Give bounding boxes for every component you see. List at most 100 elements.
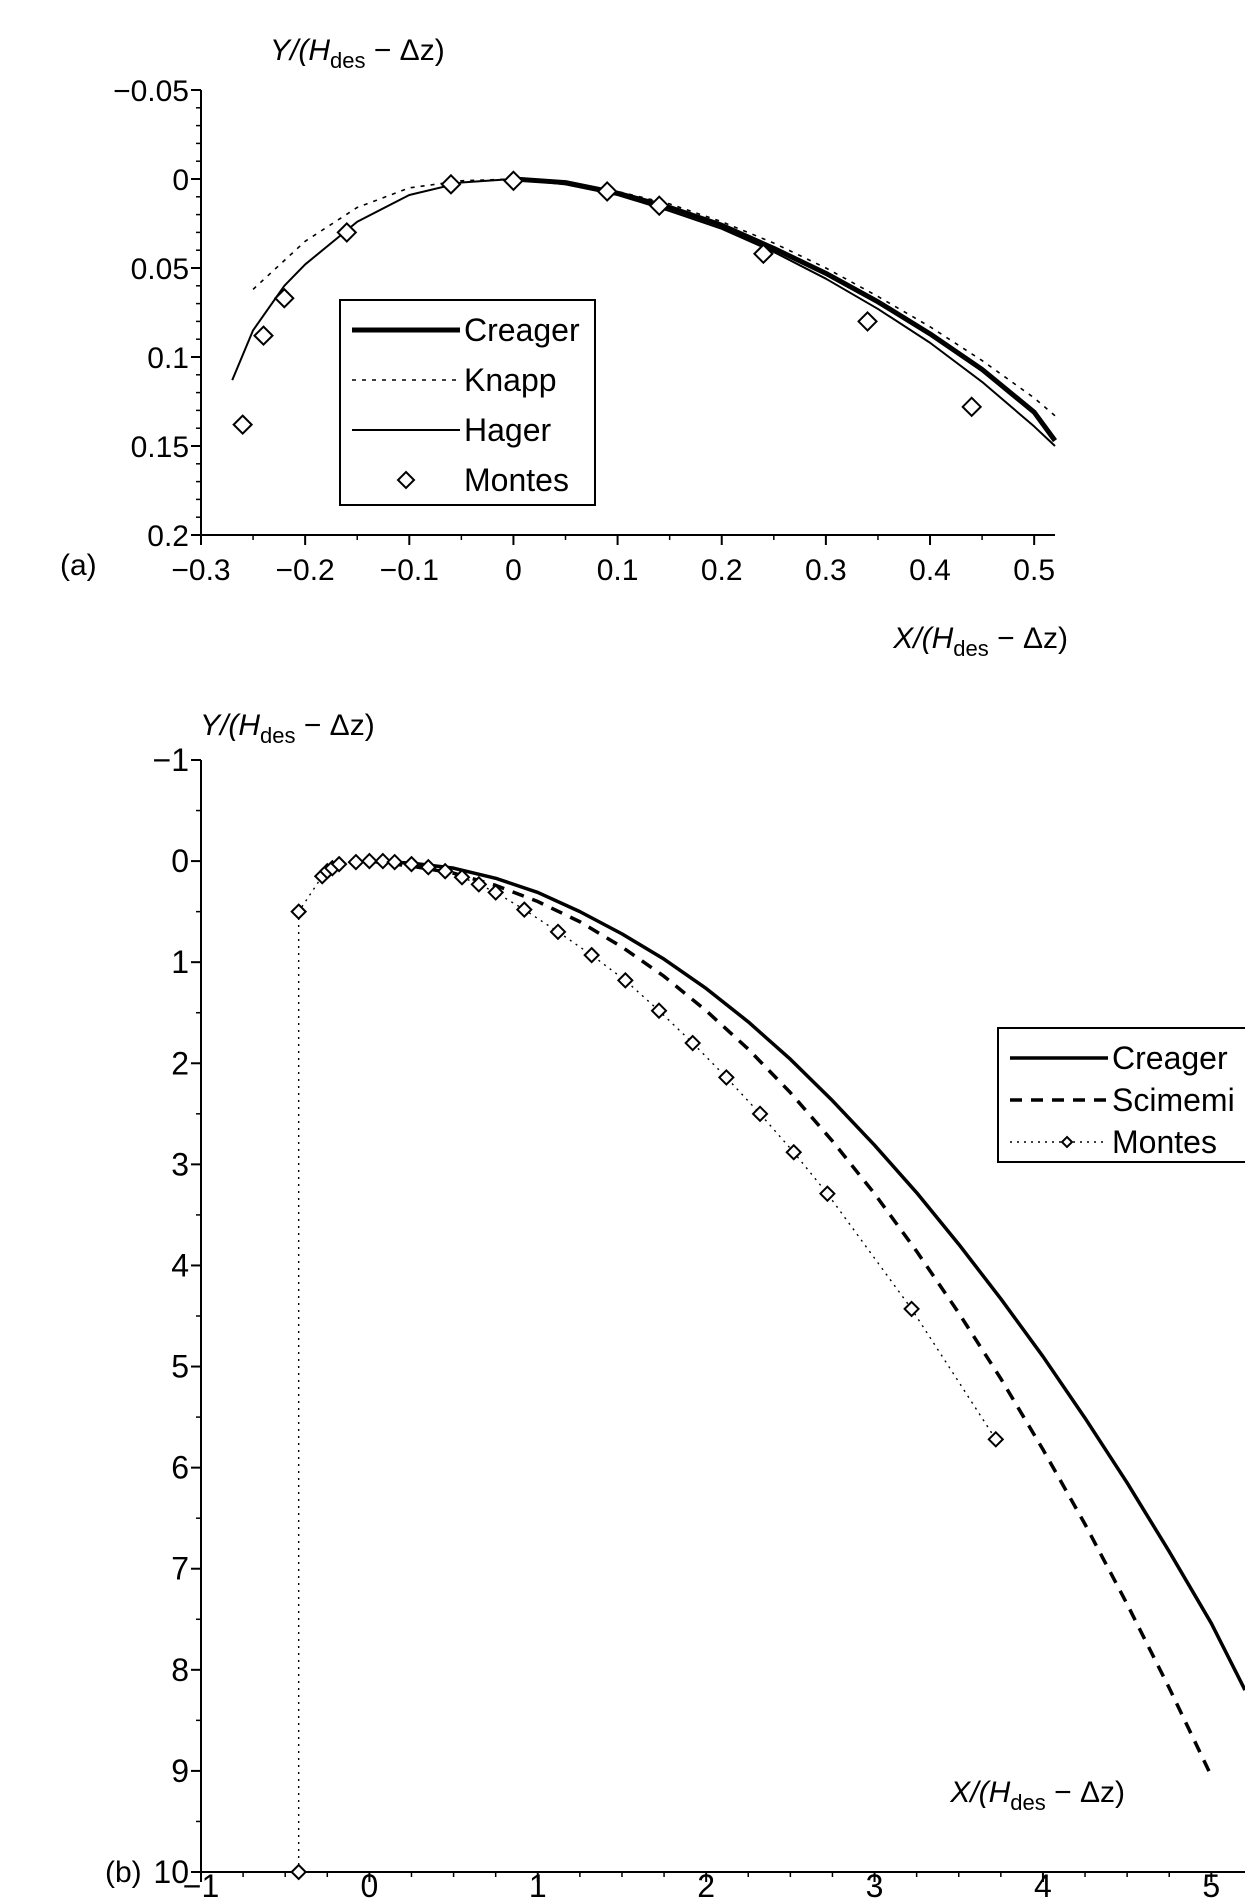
legend-label: Creager (464, 312, 580, 348)
y-tick-label: 1 (171, 944, 189, 980)
x-axis-label: X/(Hdes − Δz) (892, 622, 1068, 661)
data-point (453, 868, 471, 886)
data-point (419, 858, 437, 876)
data-point (684, 1034, 702, 1052)
data-point (253, 325, 274, 347)
series-creager (369, 859, 1245, 1691)
x-tick-label: −0.1 (380, 554, 439, 587)
x-tick-label: 5 (1202, 1868, 1220, 1899)
data-point (549, 923, 567, 941)
y-tick-label: 0.05 (131, 253, 189, 286)
series-line (369, 859, 1245, 1691)
data-point (336, 221, 358, 243)
x-tick-label: −1 (183, 1868, 219, 1899)
legend-marker (1060, 1135, 1074, 1149)
x-tick-label: 0.5 (1013, 554, 1055, 587)
series-montes (232, 170, 983, 436)
data-point (290, 903, 308, 921)
data-point (903, 1300, 921, 1318)
y-tick-label: 0.2 (147, 520, 189, 553)
panel-label: (b) (105, 1856, 142, 1889)
data-point (650, 1002, 668, 1020)
series-knapp (252, 178, 1056, 417)
series-line (252, 178, 1056, 417)
x-tick-label: 1 (529, 1868, 547, 1899)
x-tick-label: 0 (360, 1868, 378, 1899)
y-tick-label: 3 (171, 1146, 189, 1182)
legend-label: Montes (464, 462, 569, 498)
y-tick-label: 5 (171, 1349, 189, 1385)
data-point (785, 1143, 803, 1161)
x-tick-label: −0.3 (171, 554, 230, 587)
data-point (232, 414, 254, 436)
legend-marker (396, 470, 416, 490)
data-point (752, 243, 774, 265)
x-tick-label: 4 (1034, 1868, 1052, 1899)
data-point (290, 1863, 308, 1881)
x-tick-label: 0 (505, 554, 522, 587)
y-tick-label: −0.05 (113, 75, 189, 108)
x-tick-label: 2 (697, 1868, 715, 1899)
legend-item: Scimemi (1010, 1082, 1235, 1118)
legend-label: Creager (1112, 1040, 1228, 1076)
data-point (503, 170, 524, 192)
x-tick-label: 0.2 (701, 554, 743, 587)
y-tick-label: 7 (171, 1551, 189, 1587)
data-point (436, 862, 454, 880)
y-tick-label: 10 (153, 1854, 189, 1890)
data-point (717, 1069, 735, 1086)
legend-label: Scimemi (1112, 1082, 1235, 1118)
x-tick-label: 0.3 (805, 554, 847, 587)
series-montes (290, 852, 1005, 1881)
data-point (648, 195, 670, 217)
data-point (751, 1105, 769, 1123)
legend-label: Montes (1112, 1124, 1217, 1160)
y-axis-label: Y/(Hdes − Δz) (200, 709, 375, 748)
y-tick-label: 6 (171, 1450, 189, 1486)
legend-item: Knapp (352, 362, 557, 398)
data-point (487, 884, 505, 901)
y-tick-label: 0.1 (147, 342, 189, 375)
data-point (403, 855, 420, 873)
legend-item: Montes (1010, 1124, 1217, 1160)
data-point (583, 946, 601, 964)
legend-item: Creager (1010, 1040, 1228, 1076)
series-hager (231, 178, 1056, 447)
data-point (470, 875, 488, 893)
y-axis-label: Y/(Hdes − Δz) (270, 34, 445, 73)
y-tick-label: 4 (171, 1247, 189, 1283)
legend-item: Creager (352, 312, 580, 348)
legend-item: Hager (352, 412, 552, 448)
legend-item: Montes (396, 462, 569, 498)
y-tick-label: −1 (153, 742, 189, 778)
legend-label: Hager (464, 412, 552, 448)
y-tick-label: 0.15 (131, 431, 189, 464)
data-point (273, 287, 295, 309)
legend: Creager Scimemi Montes (997, 1027, 1245, 1163)
legend-box (339, 299, 596, 506)
legend-label: Knapp (464, 362, 557, 398)
series-line (297, 860, 997, 1872)
data-point (616, 971, 634, 989)
x-tick-label: −0.2 (276, 554, 335, 587)
x-tick-label: 0.4 (909, 554, 951, 587)
series-line (369, 859, 1213, 1777)
data-point (961, 396, 983, 418)
panel-label: (a) (60, 549, 97, 582)
y-tick-label: 9 (171, 1753, 189, 1789)
y-tick-label: 0 (172, 164, 189, 197)
data-point (374, 852, 392, 870)
data-point (360, 852, 378, 870)
data-point (386, 853, 404, 871)
x-tick-label: 3 (866, 1868, 884, 1899)
data-point (347, 853, 365, 871)
data-point (440, 173, 462, 195)
series-scimemi (369, 859, 1213, 1777)
y-tick-label: 8 (171, 1652, 189, 1688)
data-point (515, 901, 533, 919)
data-point (987, 1430, 1005, 1448)
series-line (231, 178, 1056, 447)
data-point (857, 310, 878, 332)
